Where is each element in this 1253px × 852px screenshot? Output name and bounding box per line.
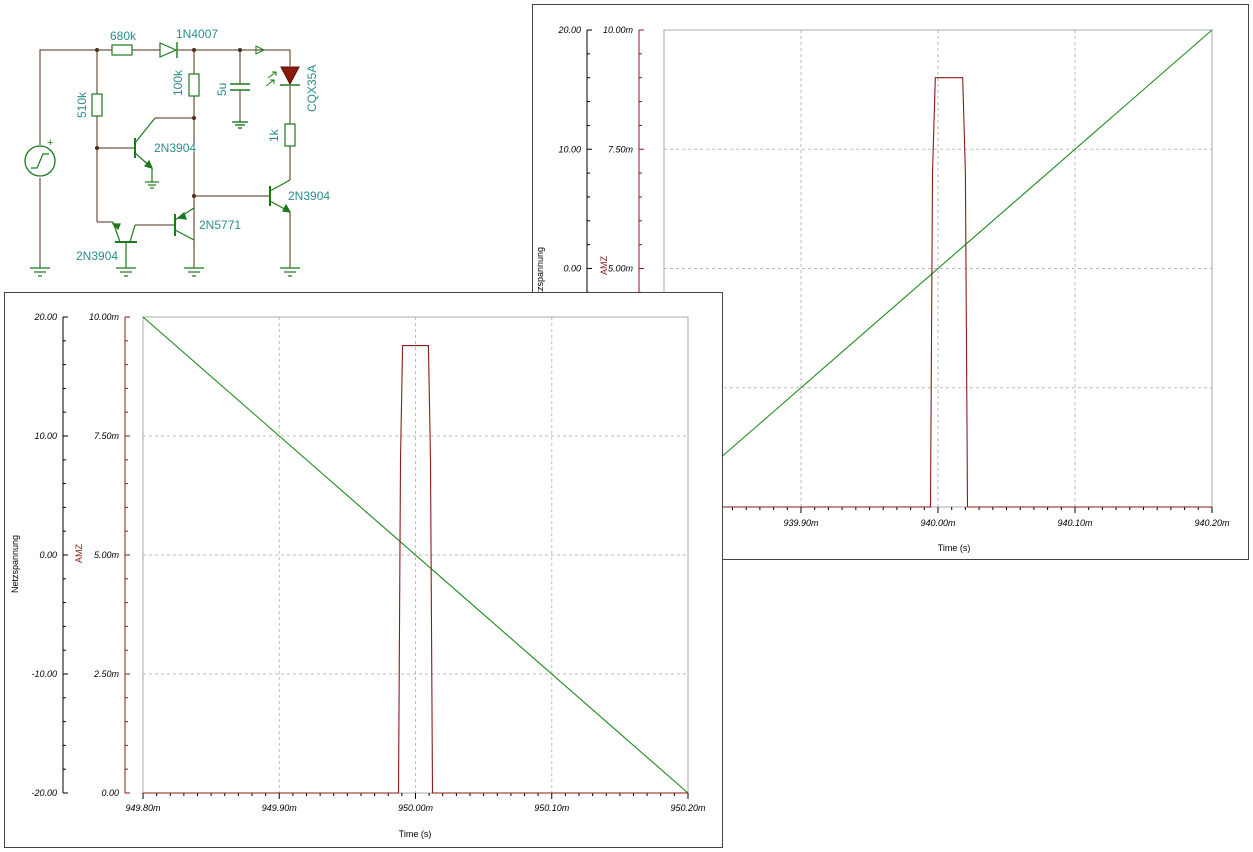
x-tick-label: 940.00m <box>920 518 956 528</box>
circuit-schematic: + <box>24 27 330 277</box>
x-tick-label: 940.20m <box>1194 518 1230 528</box>
label-510k: 510k <box>75 91 89 118</box>
label-5u: 5u <box>215 83 229 96</box>
transistor-q2-icon <box>111 221 137 268</box>
label-cqx35a: CQX35A <box>305 65 319 112</box>
x-tick-label: 949.90m <box>262 803 298 813</box>
x-tick-label: 940.10m <box>1057 518 1093 528</box>
label-q2: 2N3904 <box>76 249 118 263</box>
resistors <box>91 44 296 147</box>
series-netzspannung-line <box>142 316 689 794</box>
chart1-xlabel: Time (s) <box>938 543 971 553</box>
capacitor-5u <box>230 83 250 129</box>
y2-tick-label: 5.00m <box>94 550 120 560</box>
series-amz-line <box>143 345 688 794</box>
y-tick-label: 20.00 <box>33 312 57 322</box>
x-tick-label: 939.90m <box>783 518 819 528</box>
probe-flag-icon <box>255 45 266 55</box>
y2-tick-label: 0.00 <box>101 788 119 798</box>
chart2-y2label: AMZ <box>74 544 84 564</box>
resistor-680k <box>111 44 133 56</box>
voltage-source: + <box>24 137 56 177</box>
transistor-q1-icon <box>134 117 159 189</box>
resistor-1k <box>284 123 296 147</box>
y-tick-label: -10.00 <box>31 669 57 679</box>
resistor-100k <box>188 73 200 97</box>
x-tick-label: 949.80m <box>125 803 161 813</box>
wires <box>39 49 291 268</box>
ground-symbols <box>30 267 300 277</box>
chart2-ylabel: Netzspannung <box>10 535 20 593</box>
y-tick-label: 10.00 <box>34 431 57 441</box>
label-q1: 2N3904 <box>154 141 196 155</box>
y2-tick-label: 2.50m <box>93 669 120 679</box>
label-q-pnp: 2N5771 <box>199 218 241 232</box>
y-tick-label: 0.00 <box>39 550 57 560</box>
diode-1n4007 <box>159 42 178 58</box>
series-amz-line <box>664 77 1212 508</box>
label-q3: 2N3904 <box>288 189 330 203</box>
label-100k: 100k <box>171 69 185 96</box>
y2-tick-label: 5.00m <box>608 264 634 274</box>
y2-tick-label: 7.50m <box>608 144 634 154</box>
x-tick-label: 950.00m <box>398 803 434 813</box>
chart-2: Netzspannung AMZ Time (s) -20.00 -10.00 0.… <box>10 312 706 839</box>
label-680k: 680k <box>110 29 137 43</box>
y2-tick-label: 10.00m <box>89 312 120 322</box>
source-plus-label: + <box>47 137 53 149</box>
resistor-510k <box>91 93 103 117</box>
led-icon <box>265 66 300 87</box>
y-tick-label: 0.00 <box>563 264 581 274</box>
junction-dots <box>95 48 242 198</box>
y-tick-label: -20.00 <box>31 788 57 798</box>
chart-window-2: Netzspannung AMZ Time (s) -20.00 -10.00 0.… <box>4 292 723 848</box>
label-1n4007: 1N4007 <box>176 27 218 41</box>
y-tick-label: 10.00 <box>558 144 581 154</box>
y2-tick-label: 7.50m <box>94 431 120 441</box>
y-tick-label: 20.00 <box>557 25 581 35</box>
x-tick-label: 950.20m <box>670 803 706 813</box>
series-netzspannung-line <box>663 29 1213 508</box>
chart2-xlabel: Time (s) <box>399 829 432 839</box>
chart1-y2label: AMZ <box>599 256 609 276</box>
y2-tick-label: 10.00m <box>603 25 634 35</box>
transistor-pnp-icon <box>174 207 195 241</box>
x-tick-label: 950.10m <box>534 803 570 813</box>
label-1k: 1k <box>267 128 281 142</box>
transistor-q3-icon <box>269 179 292 213</box>
chart1-ylabel: Netzspannung <box>535 247 545 305</box>
